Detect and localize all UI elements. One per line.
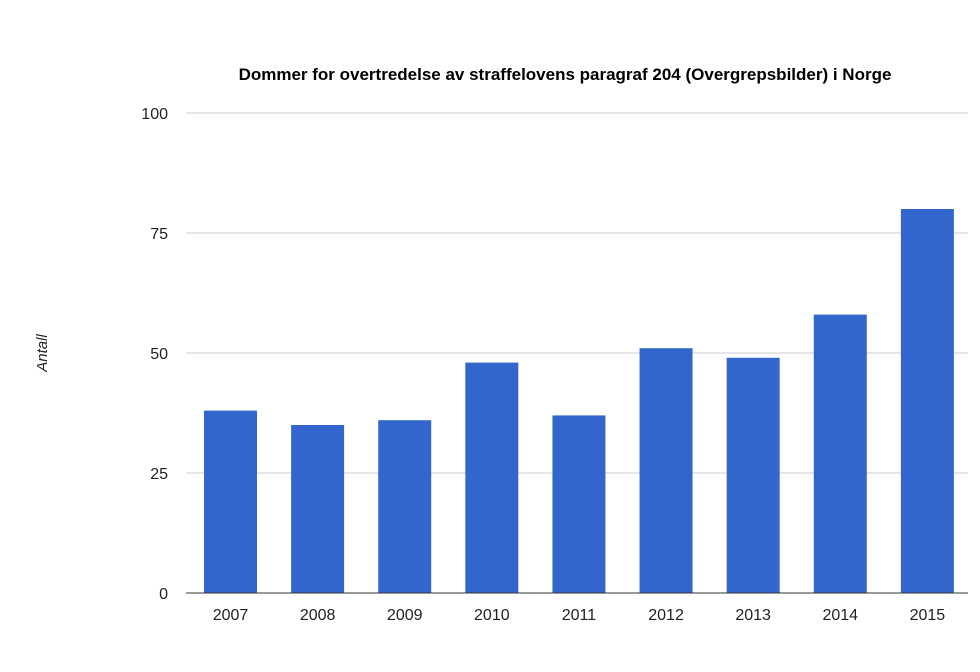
bar-2007 xyxy=(204,410,257,593)
x-tick-label: 2008 xyxy=(300,607,336,624)
bar-2013 xyxy=(726,357,780,593)
bar-2009 xyxy=(378,420,432,593)
bar-2010 xyxy=(465,362,519,593)
y-axis-label: Antall xyxy=(34,334,51,373)
bar-2011 xyxy=(552,415,606,593)
y-tick-label: 75 xyxy=(150,226,168,243)
bars xyxy=(204,209,954,593)
y-tick-label: 25 xyxy=(150,466,168,483)
x-tick-labels: 2007 2008 2009 2010 2011 2012 2013 2014 2015 xyxy=(213,607,946,624)
x-tick-label: 2014 xyxy=(822,607,858,624)
x-tick-label: 2012 xyxy=(648,607,684,624)
bar-2015 xyxy=(900,209,954,593)
bar-2012 xyxy=(639,348,693,593)
x-tick-label: 2013 xyxy=(735,607,771,624)
x-tick-label: 2015 xyxy=(910,607,946,624)
x-tick-label: 2009 xyxy=(387,607,423,624)
y-tick-labels: 0 25 50 75 100 xyxy=(141,106,168,603)
bar-2014 xyxy=(813,314,867,593)
y-tick-label: 0 xyxy=(159,586,168,603)
x-tick-label: 2010 xyxy=(474,607,510,624)
y-tick-label: 50 xyxy=(150,346,168,363)
x-tick-label: 2007 xyxy=(213,607,249,624)
chart-title: Dommer for overtredelse av straffelovens… xyxy=(239,65,892,84)
y-tick-label: 100 xyxy=(141,106,168,123)
bar-2008 xyxy=(291,425,345,593)
x-tick-label: 2011 xyxy=(562,607,597,624)
